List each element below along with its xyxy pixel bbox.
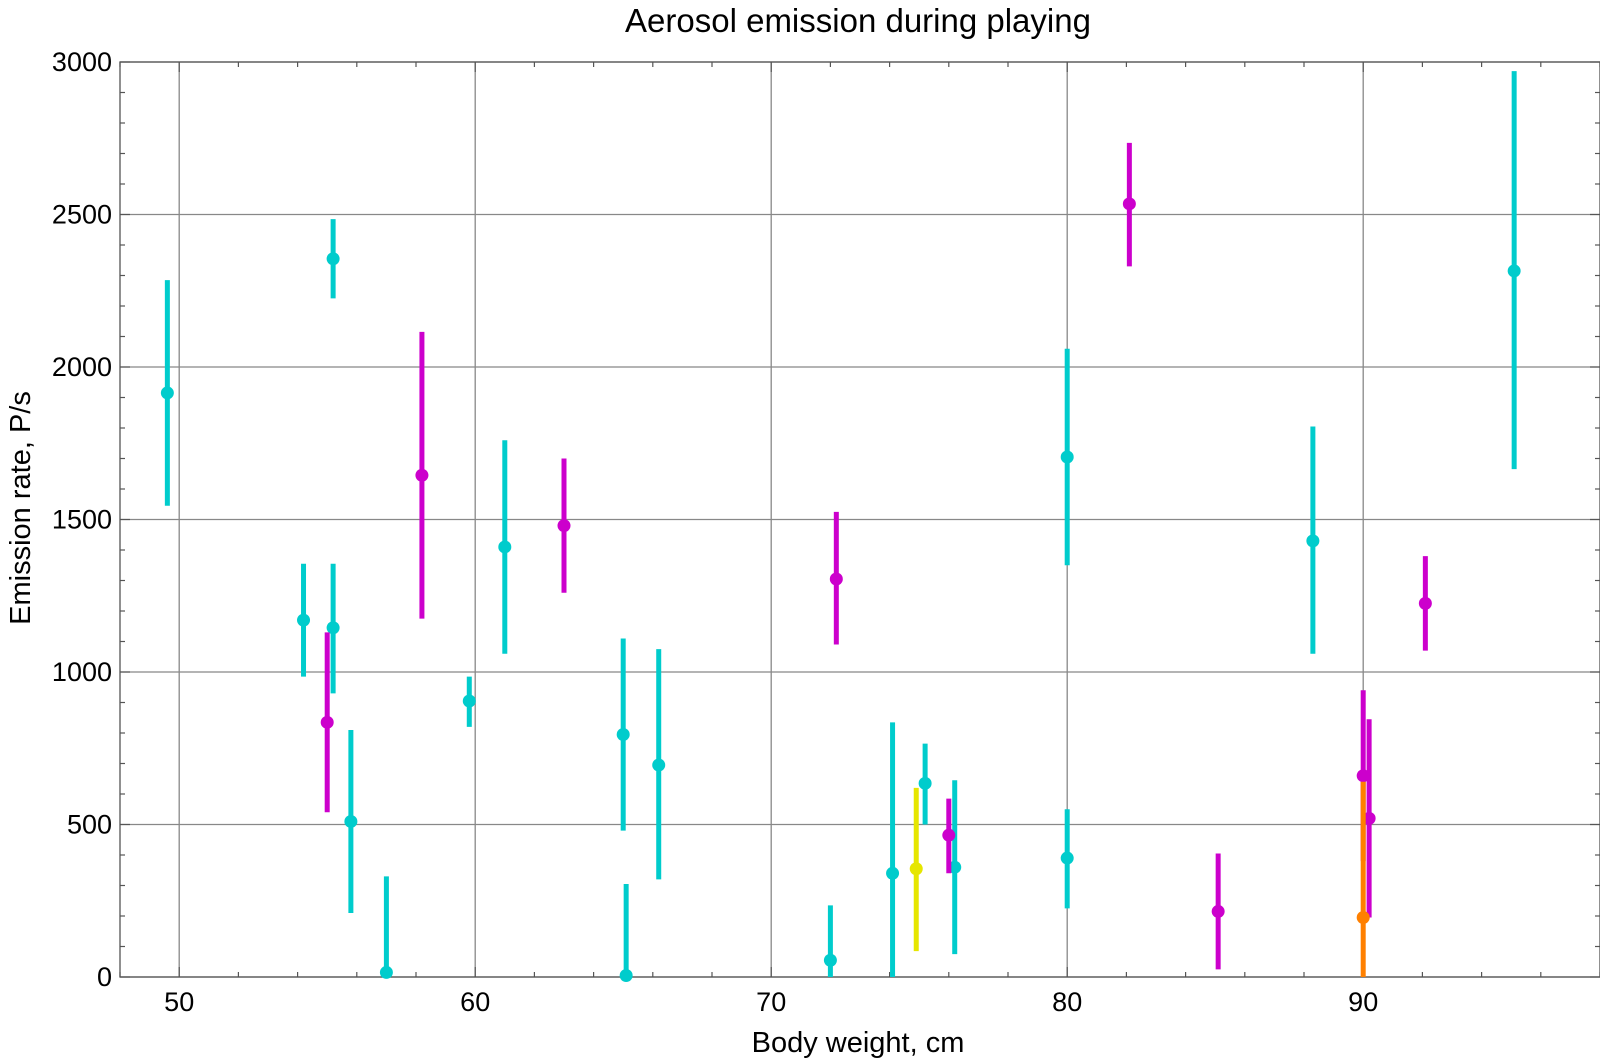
data-point: [344, 729, 358, 913]
point-marker: [1507, 264, 1521, 278]
point-marker: [415, 468, 429, 482]
x-axis-label: Body weight, cm: [752, 1027, 965, 1059]
data-point: [1122, 142, 1136, 267]
y-tick-label: 500: [67, 810, 112, 840]
y-tick-labels: 0 500 1000 1500 2000 2500 3000: [52, 47, 112, 992]
data-point: [616, 638, 630, 831]
point-marker: [326, 252, 340, 266]
y-tick-label: 3000: [52, 47, 112, 77]
point-marker: [652, 758, 666, 772]
data-point: [1418, 556, 1432, 651]
data-point: [379, 876, 393, 979]
chart-title: Aerosol emission during playing: [625, 2, 1091, 39]
data-point: [942, 798, 956, 874]
x-tick-label: 50: [164, 987, 194, 1017]
point-marker: [326, 621, 340, 635]
point-marker: [918, 776, 932, 790]
data-point: [909, 787, 923, 952]
point-marker: [1418, 596, 1432, 610]
y-axis-label: Emission rate, P/s: [5, 391, 37, 625]
point-marker: [948, 860, 962, 874]
data-point: [462, 676, 476, 727]
data-point: [320, 632, 334, 813]
point-marker: [1356, 769, 1370, 783]
data-point: [619, 883, 633, 982]
x-tick-label: 90: [1348, 987, 1378, 1017]
point-marker: [823, 953, 837, 967]
data-point: [415, 331, 429, 619]
data-point: [886, 722, 900, 977]
y-tick-label: 1000: [52, 657, 112, 687]
point-marker: [320, 715, 334, 729]
point-marker: [619, 968, 633, 982]
data-point: [1060, 348, 1074, 566]
y-tick-label: 2000: [52, 352, 112, 382]
point-marker: [942, 828, 956, 842]
point-marker: [498, 540, 512, 554]
point-marker: [160, 386, 174, 400]
point-marker: [297, 613, 311, 627]
x-tick-label: 80: [1052, 987, 1082, 1017]
data-point: [326, 563, 340, 694]
y-tick-label: 1500: [52, 505, 112, 535]
y-tick-label: 2500: [52, 200, 112, 230]
data-point: [948, 780, 962, 955]
data-point: [1211, 853, 1225, 970]
data-points: [160, 71, 1521, 982]
data-point: [1507, 71, 1521, 470]
plot-frame: [119, 61, 1600, 978]
data-point: [829, 511, 843, 645]
point-marker: [1060, 851, 1074, 865]
point-marker: [1306, 534, 1320, 548]
x-tick-labels: 50 60 70 80 90: [164, 987, 1378, 1017]
point-marker: [1060, 450, 1074, 464]
point-marker: [379, 965, 393, 979]
data-point: [823, 905, 837, 977]
data-point: [1306, 426, 1320, 654]
point-marker: [1122, 197, 1136, 211]
x-tick-label: 60: [460, 987, 490, 1017]
x-tick-label: 70: [756, 987, 786, 1017]
point-marker: [1362, 811, 1376, 825]
point-marker: [1211, 904, 1225, 918]
y-tick-label: 0: [97, 962, 112, 992]
data-point: [498, 440, 512, 654]
point-marker: [344, 814, 358, 828]
data-point: [1060, 809, 1074, 909]
data-point: [160, 280, 174, 506]
point-marker: [909, 862, 923, 876]
data-point: [326, 219, 340, 299]
data-point: [297, 563, 311, 677]
point-marker: [462, 694, 476, 708]
point-marker: [616, 728, 630, 742]
data-point: [557, 458, 571, 593]
point-marker: [1356, 911, 1370, 925]
point-marker: [886, 866, 900, 880]
data-point: [1362, 719, 1376, 918]
data-point: [652, 649, 666, 880]
data-point: [1356, 781, 1370, 977]
point-marker: [557, 519, 571, 533]
grid-lines: [120, 61, 1600, 978]
point-marker: [829, 572, 843, 586]
data-point: [918, 743, 932, 825]
